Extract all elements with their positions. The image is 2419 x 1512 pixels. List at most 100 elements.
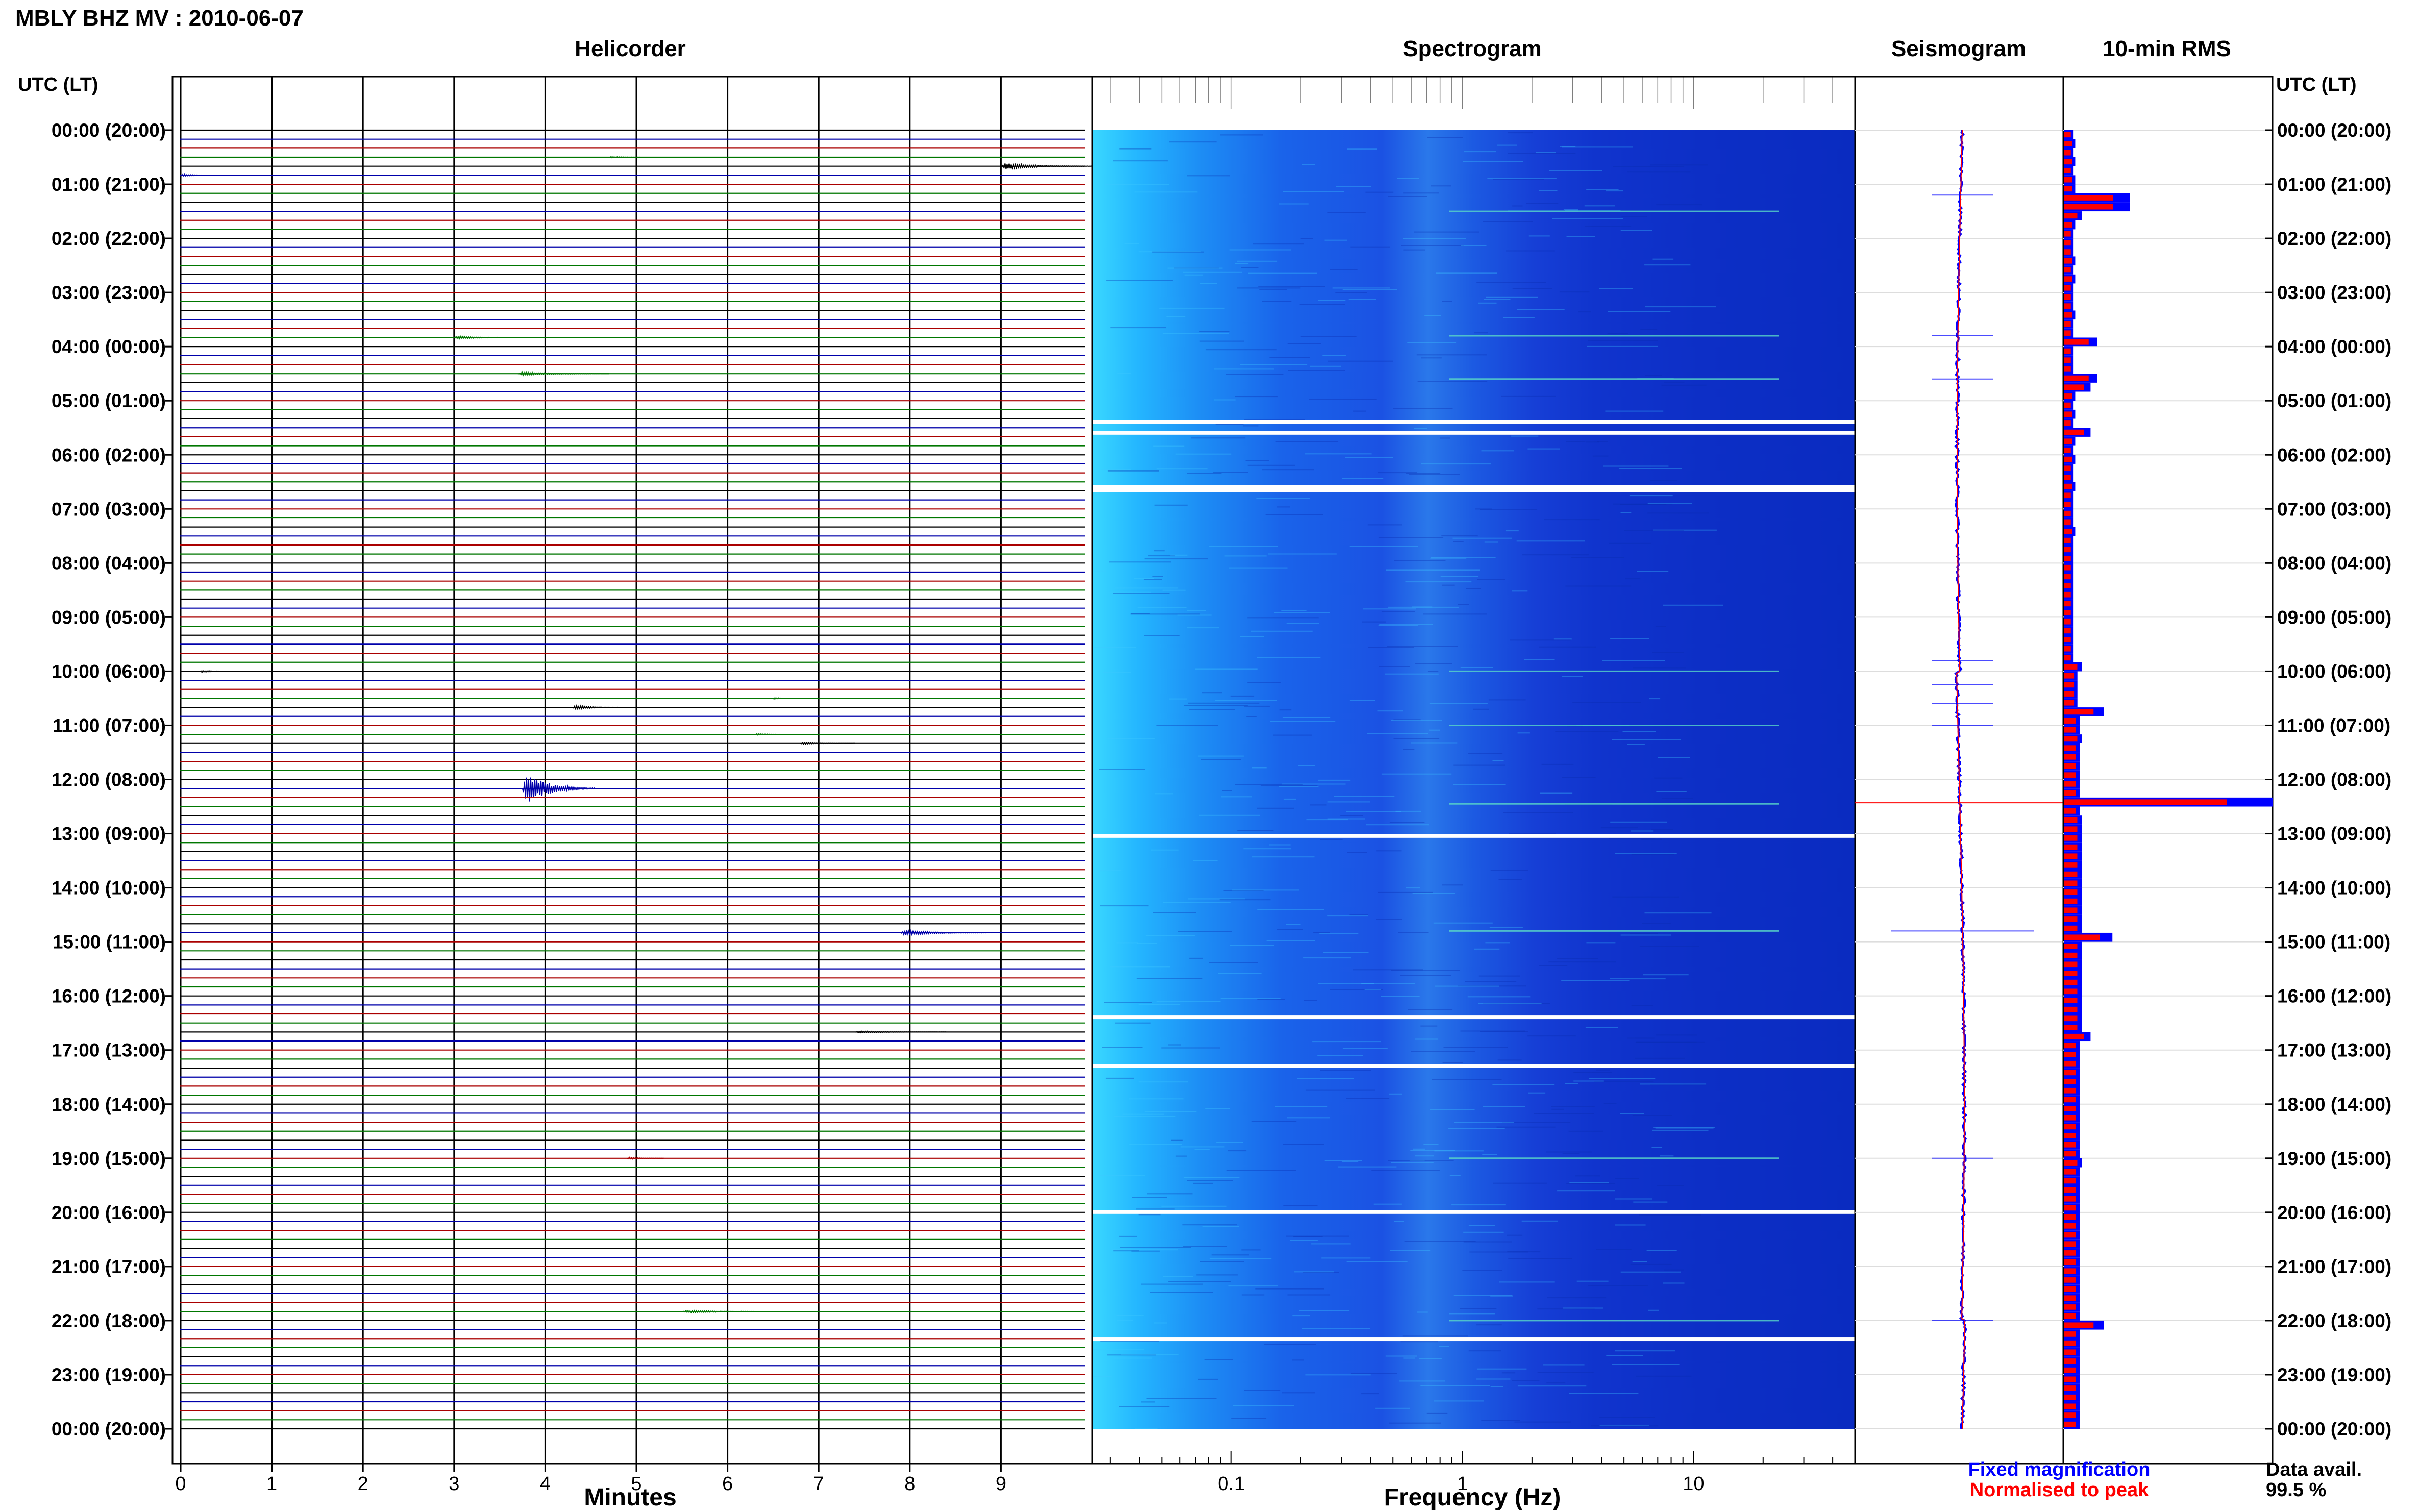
spectrogram-texture <box>1490 1386 1503 1387</box>
spectrogram-texture <box>1647 512 1709 514</box>
spectrogram-texture <box>1474 948 1500 950</box>
spectrogram-texture <box>1322 355 1346 356</box>
spectrogram-texture <box>1657 1185 1684 1186</box>
spectrogram-texture <box>1462 1270 1502 1271</box>
left-time-label: 23:00 (19:00) <box>52 1365 166 1385</box>
spectrogram-texture <box>1413 1148 1425 1150</box>
spectrogram-texture <box>1167 267 1223 269</box>
spectrogram-texture <box>1631 854 1674 855</box>
spectrogram-texture <box>1493 1182 1547 1184</box>
spectrogram-texture <box>1283 191 1344 192</box>
spectrogram-texture <box>1241 267 1259 268</box>
spectrogram-texture <box>1153 445 1185 447</box>
right-time-label: 11:00 (07:00) <box>2277 715 2390 736</box>
spectrogram-texture <box>1393 719 1421 721</box>
spectrogram-texture <box>1650 164 1708 166</box>
spectrogram-texture <box>1187 627 1219 629</box>
spectrogram-texture <box>1549 170 1602 171</box>
spectrogram-texture <box>1483 1106 1525 1107</box>
spectrogram-texture <box>1414 428 1427 429</box>
spectrogram-texture <box>1661 384 1707 386</box>
spectrogram-texture <box>1419 1358 1442 1359</box>
spectrogram-texture <box>1180 1146 1225 1148</box>
spectrogram-texture <box>1169 698 1187 700</box>
spectrogram-texture <box>1605 410 1664 412</box>
spectrogram-texture <box>1585 1027 1618 1028</box>
spectrogram-texture <box>1442 1062 1463 1063</box>
rms-bar-normalised <box>2064 583 2071 588</box>
spectrogram-texture <box>1346 811 1402 812</box>
spectrogram-texture <box>1124 243 1139 244</box>
spectrogram-texture <box>1109 966 1170 968</box>
spectrogram-texture <box>1279 786 1319 787</box>
spectrogram-texture <box>1237 287 1301 289</box>
helicorder-event <box>180 173 227 177</box>
spectrogram-texture <box>1540 792 1573 794</box>
helicorder-x-tick-label: 8 <box>904 1473 915 1495</box>
left-time-label: 16:00 (12:00) <box>52 986 166 1007</box>
spectrogram-texture <box>1353 969 1423 971</box>
spectrogram-texture <box>1610 638 1649 639</box>
rms-bar-normalised <box>2064 1151 2076 1157</box>
rms-bar-normalised <box>2064 276 2072 282</box>
right-time-label: 16:00 (12:00) <box>2277 986 2391 1007</box>
rms-bar-normalised <box>2064 1025 2078 1030</box>
spectrogram-texture <box>1400 975 1451 976</box>
rms-bar-normalised <box>2064 637 2071 642</box>
spectrogram-texture <box>1211 1254 1249 1256</box>
spectrogram-texture <box>1552 218 1623 219</box>
spectrogram-texture <box>1490 1295 1513 1297</box>
spectrogram-texture <box>1620 512 1632 513</box>
spectrogram-texture <box>1364 989 1381 990</box>
rms-title: 10-min RMS <box>2103 36 2231 61</box>
right-time-label: 00:00 (20:00) <box>2277 1419 2391 1440</box>
spectrogram-texture <box>1327 915 1368 917</box>
spectrogram-texture <box>1244 1390 1281 1391</box>
spectrogram-texture <box>1503 317 1535 318</box>
spectrogram-texture <box>1154 1322 1167 1324</box>
helicorder-x-tick-label: 0 <box>175 1473 186 1495</box>
right-time-label: 12:00 (08:00) <box>2277 770 2391 790</box>
spectrogram-texture <box>1174 267 1219 269</box>
spectrogram-gap <box>1092 1015 1855 1020</box>
rms-bar-normalised <box>2064 1097 2076 1103</box>
spectrogram-texture <box>1134 578 1154 579</box>
rms-bar-normalised <box>2064 826 2078 832</box>
spectrogram-texture <box>1275 1106 1328 1107</box>
spectrogram-texture <box>1221 796 1252 798</box>
spectrogram-texture <box>1451 1204 1506 1206</box>
spectrogram-texture <box>1281 610 1307 611</box>
spectrogram-gap <box>1092 1337 1855 1342</box>
spectrogram-texture <box>1537 1372 1594 1373</box>
spectrogram-texture <box>1237 260 1278 262</box>
spectrogram-texture <box>1394 1221 1404 1222</box>
spectrogram-texture <box>1327 818 1365 820</box>
spectrogram-texture <box>1469 1251 1528 1253</box>
rms-bar-normalised <box>2064 646 2071 652</box>
rms-bar-normalised <box>2064 330 2071 336</box>
spectrogram-texture <box>1651 829 1673 830</box>
spectrogram-texture <box>1137 943 1157 944</box>
spectrogram-texture <box>1209 962 1258 963</box>
spectrogram-texture <box>1121 1354 1179 1355</box>
spectrogram-texture <box>1253 243 1304 245</box>
helicorder-x-tick-label: 2 <box>358 1473 368 1495</box>
rms-frame <box>2062 76 2274 1465</box>
spectrogram-texture <box>1222 790 1232 791</box>
rms-bar-normalised <box>2064 862 2078 868</box>
spectrogram-texture <box>1389 822 1425 823</box>
spectrogram-texture <box>1412 893 1455 894</box>
spectrogram-texture <box>1569 1393 1639 1394</box>
spectrogram-texture <box>1202 1226 1239 1227</box>
rms-bar-normalised <box>2064 736 2078 742</box>
spectrogram-texture <box>1562 676 1583 677</box>
spectrogram-texture <box>1306 819 1348 821</box>
spectrogram-texture <box>1235 263 1249 264</box>
left-time-label: 13:00 (09:00) <box>52 824 166 845</box>
rms-bar-normalised <box>2064 817 2078 823</box>
rms-bar-normalised <box>2064 772 2076 778</box>
rms-bar-normalised <box>2064 1412 2076 1418</box>
spectrogram-texture <box>1632 1261 1647 1262</box>
spectrogram-texture <box>1442 884 1463 886</box>
spectrogram-texture <box>1476 1378 1511 1380</box>
